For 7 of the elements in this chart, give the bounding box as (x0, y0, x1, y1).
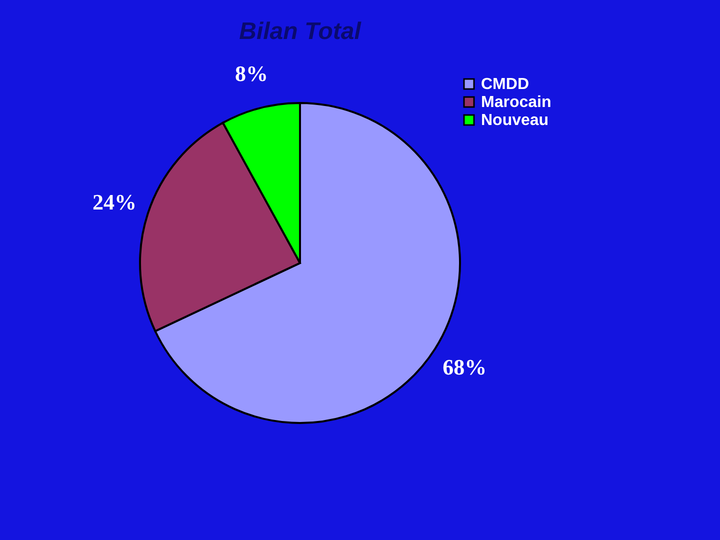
legend-label: Marocain (481, 94, 552, 111)
data-label: 68% (442, 354, 487, 380)
data-label: 24% (92, 190, 137, 215)
legend-label: CMDD (481, 76, 529, 93)
legend-label: Nouveau (481, 112, 549, 129)
chart-title: Bilan Total (239, 18, 362, 45)
data-label: 8% (235, 61, 268, 86)
